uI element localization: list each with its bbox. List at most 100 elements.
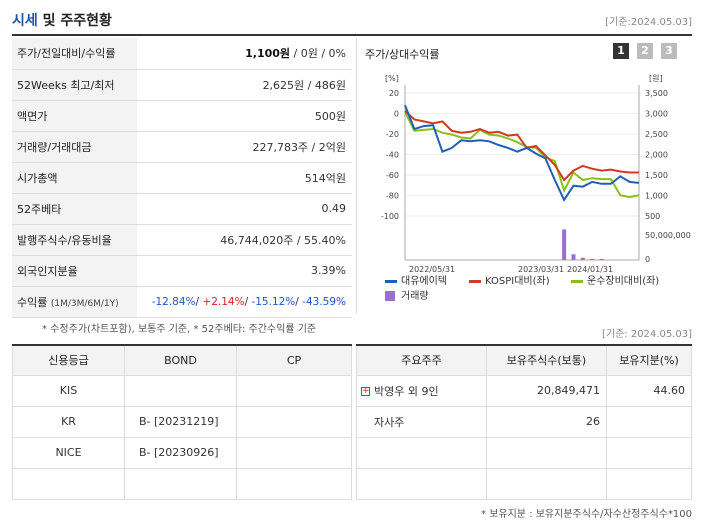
- header-divider: [12, 34, 692, 36]
- pct-cell: 44.60: [606, 374, 692, 407]
- holder-name-cell: + 박영우 외 9인: [356, 374, 487, 407]
- reference-date: [기준:2024.05.03]: [605, 17, 692, 28]
- credit-rating-table: 신용등급 BOND CP KIS KR B- [20231219] NICE B- …: [12, 344, 352, 500]
- series-line: [404, 104, 640, 202]
- returns-values: -12.84%/ +2.14%/ -15.12%/ -43.59%: [137, 286, 352, 318]
- row-value: 0.49: [137, 193, 352, 225]
- table-row: 거래량/거래대금 227,783주 / 2억원: [12, 131, 352, 163]
- row-value: 500원: [137, 100, 352, 132]
- table-header-row: 신용등급 BOND CP: [12, 345, 352, 376]
- reference-date-2: [기준: 2024.05.03]: [601, 329, 692, 340]
- table-row: KIS: [12, 374, 352, 407]
- table-row: 시가총액 514억원: [12, 162, 352, 194]
- x-tick-label: 2022/05/31: [409, 265, 455, 274]
- agency-cell: NICE: [12, 436, 125, 469]
- cp-cell: [236, 436, 352, 469]
- left-tick-label: -20: [386, 130, 399, 139]
- table-row: 자사주 26: [356, 405, 692, 438]
- volume-tick-label: 50,000,000: [645, 231, 691, 240]
- quote-table: 주가/전일대비/수익률 1,100원 / 0원 / 0% 52Weeks 최고/…: [12, 38, 352, 318]
- volume-bar: [580, 257, 585, 260]
- legend-swatch: [385, 280, 397, 283]
- pct-cell: [606, 467, 692, 500]
- shares-cell: 20,849,471: [486, 374, 607, 407]
- row-value: 46,744,020주 / 55.40%: [137, 224, 352, 256]
- table-row: 주가/전일대비/수익률 1,100원 / 0원 / 0%: [12, 38, 352, 70]
- holder-name-cell: [356, 436, 487, 469]
- bond-cell: B- [20231219]: [124, 405, 237, 438]
- table-row: [356, 436, 692, 469]
- left-tick-label: -80: [386, 192, 399, 201]
- chart-panel: 주가/상대수익률 1 2 3 [%] [원] 20 0 -20 -40 -60 -80 -100…: [356, 38, 692, 313]
- right-tick-label: 3,000: [645, 110, 668, 119]
- section-title: 시세 및 주주현황: [12, 13, 112, 29]
- row-label: 액면가: [12, 100, 137, 132]
- table-row: 액면가 500원: [12, 100, 352, 132]
- shares-cell: [486, 467, 607, 500]
- chart-page-3-button[interactable]: 3: [661, 43, 677, 59]
- legend-label: 거래량: [401, 290, 429, 302]
- right-tick-label: 2,500: [645, 130, 668, 139]
- table-row: [356, 467, 692, 500]
- shares-cell: [486, 436, 607, 469]
- row-label: 시가총액: [12, 162, 137, 194]
- agency-cell: KR: [12, 405, 125, 438]
- column-header: 보유지분(%): [606, 345, 692, 376]
- table-row: 외국인지분율 3.39%: [12, 255, 352, 287]
- column-header: 신용등급: [12, 345, 125, 376]
- left-tick-label: 0: [394, 110, 399, 119]
- table-row: 발행주식수/유동비율 46,744,020주 / 55.40%: [12, 224, 352, 256]
- series-line: [404, 111, 640, 199]
- table-row: KR B- [20231219]: [12, 405, 352, 438]
- holder-name-cell: 자사주: [356, 405, 487, 438]
- shares-cell: 26: [486, 405, 607, 438]
- right-tick-label: 1,500: [645, 171, 668, 180]
- row-value: 1,100원 / 0원 / 0%: [137, 38, 352, 70]
- chart-title: 주가/상대수익률: [365, 48, 440, 61]
- right-tick-label: 1,000: [645, 192, 668, 201]
- section-header: 시세 및 주주현황 [기준:2024.05.03]: [12, 10, 692, 32]
- chart-page-1-button[interactable]: 1: [613, 43, 629, 59]
- volume-bar: [599, 258, 604, 260]
- volume-tick-label: 0: [645, 255, 650, 264]
- left-tick-label: -100: [381, 212, 399, 221]
- legend-swatch: [469, 280, 481, 283]
- table-row: [12, 467, 352, 500]
- row-label: 수익률 (1M/3M/6M/1Y): [12, 286, 137, 318]
- right-axis-unit: [원]: [649, 74, 663, 83]
- left-axis-unit: [%]: [385, 74, 399, 83]
- row-value: 227,783주 / 2억원: [137, 131, 352, 163]
- column-header: CP: [236, 345, 352, 376]
- row-label: 거래량/거래대금: [12, 131, 137, 163]
- left-tick-label: -40: [386, 151, 399, 160]
- agency-cell: [12, 467, 125, 500]
- holder-name-cell: [356, 467, 487, 500]
- row-label: 주가/전일대비/수익률: [12, 38, 137, 70]
- left-tick-label: -60: [386, 171, 399, 180]
- row-value: 514억원: [137, 162, 352, 194]
- expand-icon[interactable]: +: [361, 386, 370, 396]
- right-tick-label: 3,500: [645, 89, 668, 98]
- table-row: + 박영우 외 9인 20,849,471 44.60: [356, 374, 692, 407]
- cp-cell: [236, 405, 352, 438]
- row-label: 발행주식수/유동비율: [12, 224, 137, 256]
- right-tick-label: 500: [645, 212, 660, 221]
- volume-bar: [571, 254, 576, 260]
- chart-page-2-button[interactable]: 2: [637, 43, 653, 59]
- bond-cell: [124, 374, 237, 407]
- agency-cell: KIS: [12, 374, 125, 407]
- legend-label: 대유에이텍: [401, 275, 447, 287]
- right-tick-label: 2,000: [645, 151, 668, 160]
- legend-label: KOSPI대비(좌): [485, 275, 550, 287]
- column-header: BOND: [124, 345, 237, 376]
- footnote: * 수정주가(차트포함), 보통주 기준, * 52주베타: 주간수익률 기준: [42, 324, 317, 335]
- legend-swatch: [571, 280, 583, 283]
- cp-cell: [236, 374, 352, 407]
- bond-cell: B- [20230926]: [124, 436, 237, 469]
- row-value: 3.39%: [137, 255, 352, 287]
- table-row: 52Weeks 최고/최저 2,625원 / 486원: [12, 69, 352, 101]
- table-row: 수익률 (1M/3M/6M/1Y) -12.84%/ +2.14%/ -15.1…: [12, 286, 352, 318]
- x-tick-label: 2023/03/31: [518, 265, 564, 274]
- pct-cell: [606, 405, 692, 438]
- volume-bar: [590, 258, 595, 260]
